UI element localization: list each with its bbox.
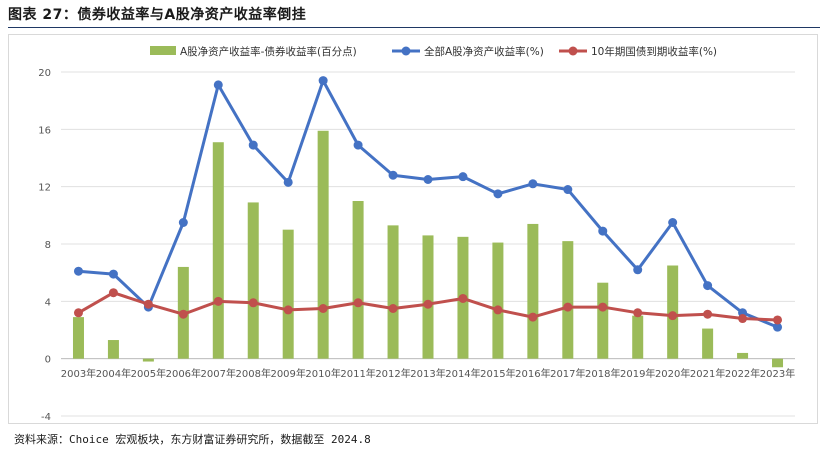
roe-point-10 [423,175,433,184]
bar-0 [72,317,84,359]
x-tick-label: 2020年 [655,367,690,380]
roe-point-17 [668,218,678,227]
roe-point-5 [248,140,258,150]
bond-yield-point-4 [213,296,223,306]
x-tick-label: 2011年 [340,367,375,380]
x-tick-label: 2019年 [620,367,655,380]
x-tick-label: 2005年 [131,367,166,380]
roe-point-3 [178,218,188,227]
x-tick-label: 2023年 [760,367,795,380]
roe-point-9 [388,170,398,180]
roe-point-12 [493,189,503,199]
roe-point-6 [283,177,293,187]
x-tick-label: 2017年 [550,367,585,380]
roe-point-13 [528,179,538,189]
roe-point-11 [458,172,468,182]
bar-4 [212,142,224,359]
bar-9 [387,225,399,359]
x-tick-label: 2008年 [236,367,271,380]
source-note: 资料来源：Choice 宏观板块，东方财富证券研究所，数据截至 2024.8 [14,433,371,446]
bond-yield-point-13 [528,312,538,322]
chart-title: 图表 27：债券收益率与A股净资产收益率倒挂 [8,7,307,23]
legend-swatch-roe-marker [401,46,411,56]
x-tick-label: 2014年 [445,367,480,380]
bond-yield-point-15 [598,302,608,312]
y-tick-label: 0 [45,355,51,366]
bond-yield-point-2 [143,299,153,309]
bond-yield-point-6 [283,305,293,315]
bond-yield-point-7 [318,304,328,313]
bond-yield-point-19 [738,314,748,324]
roe-point-8 [353,140,363,150]
bar-13 [527,223,539,359]
chart-frame [8,34,818,424]
x-tick-label: 2013年 [410,367,445,380]
legend-label-bar: A股净资产收益率-债券收益率(百分点) [180,45,357,58]
bond-yield-point-8 [353,298,363,308]
bar-18 [702,328,714,359]
roe-point-20 [773,322,783,332]
bond-yield-point-5 [248,298,258,308]
x-tick-label: 2021年 [690,367,725,380]
bond-yield-point-9 [388,304,398,313]
legend-swatch-bond-marker [568,46,578,56]
bond-yield-point-14 [563,302,573,312]
x-tick-label: 2012年 [375,367,410,380]
bar-12 [492,242,504,359]
bar-14 [562,241,574,359]
roe-point-18 [703,281,713,291]
roe-point-0 [73,266,83,276]
bar-6 [282,229,294,359]
bond-yield-point-17 [668,311,678,321]
bond-yield-point-12 [493,305,503,315]
x-tick-label: 2004年 [96,367,131,380]
bond-yield-point-10 [423,299,433,309]
roe-point-4 [213,80,223,90]
roe-point-7 [318,76,328,86]
x-tick-label: 2015年 [480,367,515,380]
title-divider [8,27,820,28]
legend-label-bond: 10年期国债到期收益率(%) [591,45,717,58]
y-tick-label: -4 [41,412,51,423]
roe-point-16 [633,265,643,275]
bar-19 [737,352,749,359]
bar-10 [422,235,434,359]
bar-5 [247,202,259,359]
x-tick-label: 2007年 [201,367,236,380]
x-tick-label: 2006年 [166,367,201,380]
x-tick-label: 2016年 [515,367,550,380]
bond-yield-point-18 [703,309,713,319]
roe-point-1 [108,269,118,279]
bond-yield-point-0 [73,308,83,318]
bar-1 [107,340,119,359]
roe-point-15 [598,226,608,236]
legend-swatch-bar [150,46,176,55]
x-tick-label: 2003年 [61,367,96,380]
bar-15 [597,282,609,359]
y-tick-label: 12 [38,183,51,194]
y-tick-label: 8 [45,240,51,251]
x-tick-label: 2018年 [585,367,620,380]
x-tick-label: 2022年 [725,367,760,380]
bar-8 [352,201,364,359]
bar-2 [142,358,154,362]
bar-7 [317,130,329,359]
legend-label-roe: 全部A股净资产收益率(%) [424,45,544,58]
bond-yield-point-1 [108,288,118,298]
bond-yield-point-16 [633,308,643,318]
y-tick-label: 4 [45,297,51,308]
bond-yield-point-3 [178,309,188,319]
x-tick-label: 2010年 [305,367,340,380]
bar-16 [632,315,644,359]
bond-yield-point-20 [773,315,783,325]
bar-20 [772,358,784,368]
bond-yield-point-11 [458,293,468,303]
roe-point-14 [563,185,573,195]
y-tick-label: 16 [38,125,51,136]
x-tick-label: 2009年 [270,367,305,380]
y-tick-label: 20 [38,68,51,79]
